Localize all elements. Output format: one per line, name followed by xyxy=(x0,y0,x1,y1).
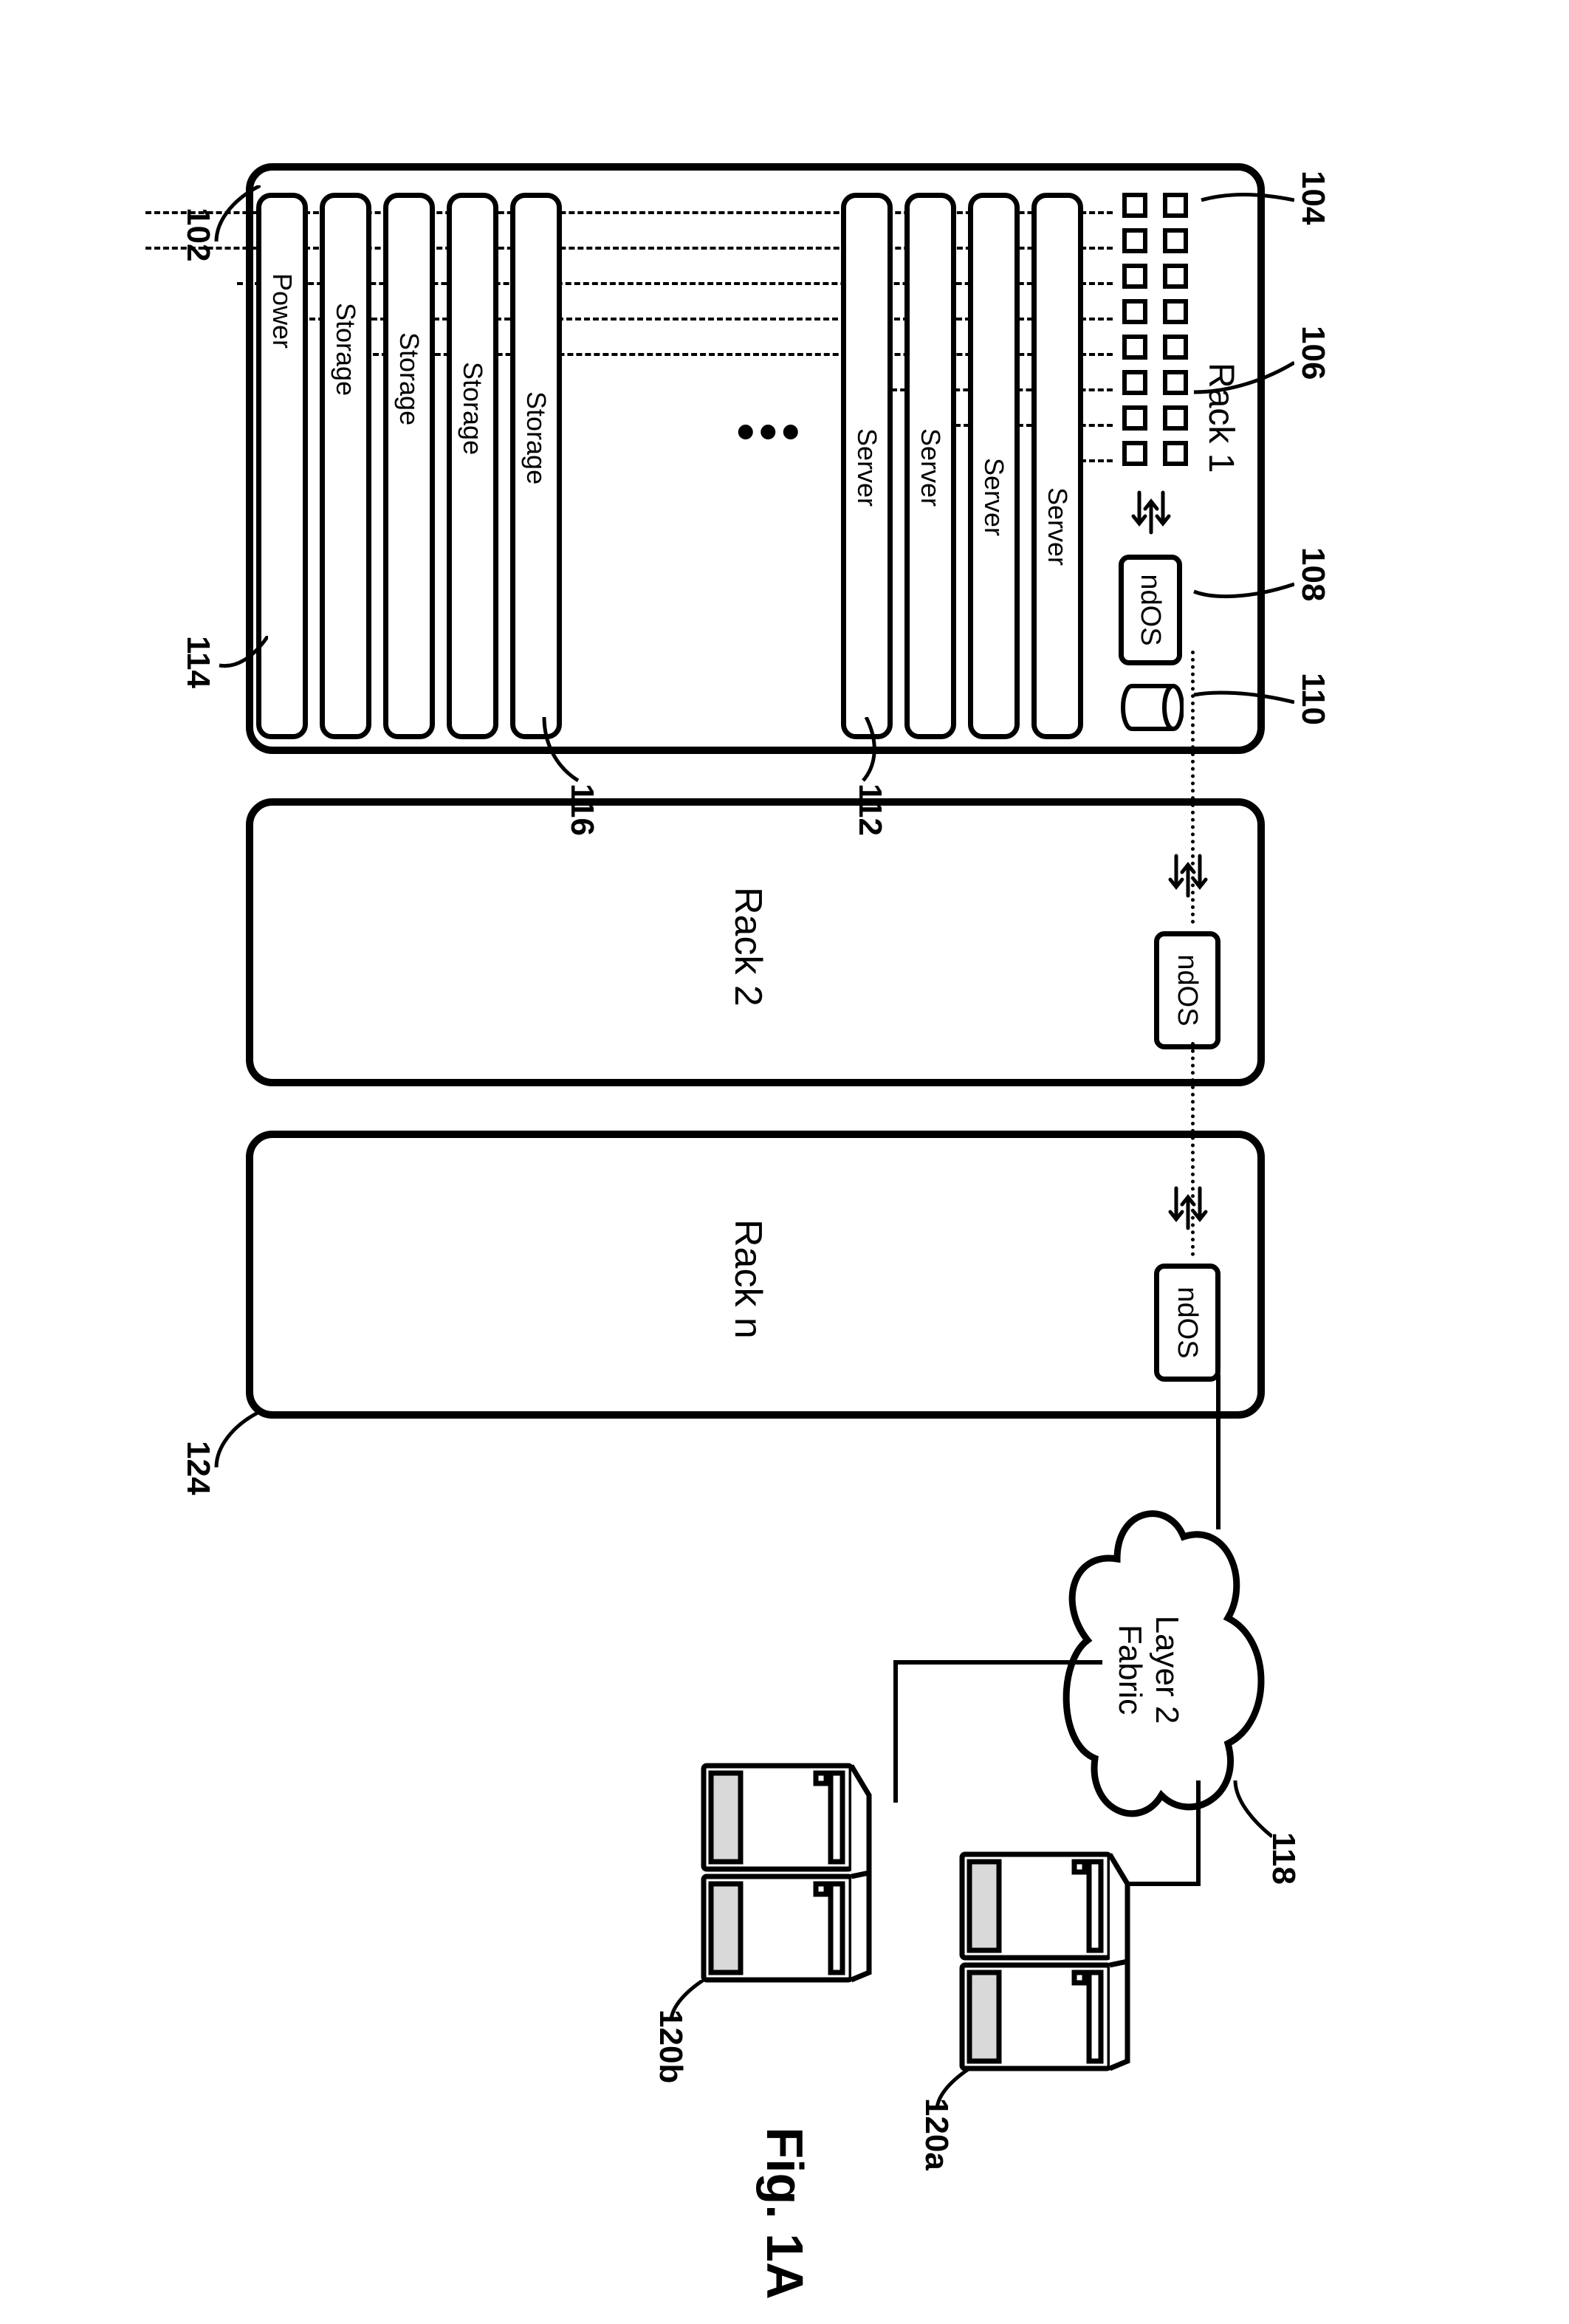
slot-label: Server xyxy=(915,428,946,507)
port xyxy=(1122,441,1147,466)
callout-112: 112 xyxy=(851,784,888,836)
server-slot: Server xyxy=(968,193,1020,739)
server-pair-a xyxy=(940,1840,1132,2083)
port xyxy=(1122,299,1147,324)
lead-108 xyxy=(1191,577,1294,606)
rack-n-title: Rack n xyxy=(726,1219,770,1339)
port xyxy=(1122,405,1147,431)
lead-124 xyxy=(209,1411,261,1470)
lead-116 xyxy=(537,717,581,784)
port xyxy=(1163,299,1188,324)
lead-114 xyxy=(216,636,268,680)
callout-108: 108 xyxy=(1294,547,1331,601)
ndos-label: ndOS xyxy=(1171,954,1203,1026)
dash-conn xyxy=(1080,459,1113,462)
server-slot: Server xyxy=(841,193,893,739)
rack1-ports xyxy=(1114,193,1188,469)
callout-118: 118 xyxy=(1265,1832,1302,1885)
cloud-label: Layer 2 Fabric xyxy=(1111,1566,1185,1773)
rackn-ndos: ndOS xyxy=(1154,1264,1220,1382)
callout-110: 110 xyxy=(1294,673,1331,725)
rack-1: Rack 1 xyxy=(246,163,1265,754)
rack1-ndos: ndOS xyxy=(1119,555,1182,665)
db-icon xyxy=(1120,683,1184,732)
rack1-switch-row: ndOS xyxy=(1105,193,1194,739)
port xyxy=(1163,441,1188,466)
ndos-label: ndOS xyxy=(1171,1286,1203,1358)
storage-slot: Storage xyxy=(383,193,435,739)
server-pair-b xyxy=(681,1751,873,1995)
port xyxy=(1163,405,1188,431)
lead-112 xyxy=(851,717,881,784)
port xyxy=(1163,228,1188,253)
slot-label: Server xyxy=(1042,487,1073,566)
slot-label: Storage xyxy=(330,303,361,396)
rack2-ndos: ndOS xyxy=(1154,931,1220,1049)
lead-110 xyxy=(1191,688,1294,717)
port xyxy=(1163,264,1188,289)
port xyxy=(1163,193,1188,218)
rack-2: ndOS Rack 2 xyxy=(246,798,1265,1086)
ndos-label: ndOS xyxy=(1134,574,1166,645)
port xyxy=(1122,193,1147,218)
lead-102 xyxy=(209,185,261,244)
lead-120a xyxy=(925,2068,969,2113)
callout-114: 114 xyxy=(179,636,216,688)
switch-icon xyxy=(1125,487,1176,538)
port xyxy=(1122,370,1147,395)
rack-n: ndOS Rack n xyxy=(246,1131,1265,1419)
switch-icon xyxy=(1161,850,1213,902)
port xyxy=(1122,264,1147,289)
port xyxy=(1163,335,1188,360)
lead-118 xyxy=(1228,1780,1272,1840)
callout-106: 106 xyxy=(1294,326,1331,380)
server-slot: Server xyxy=(904,193,956,739)
storage-slot: Storage xyxy=(510,193,562,739)
callout-116: 116 xyxy=(563,784,600,836)
slot-label: Server xyxy=(978,458,1009,536)
lead-106 xyxy=(1191,355,1294,400)
inter-rack-link xyxy=(1191,1042,1195,1256)
slot-label: Server xyxy=(851,428,882,507)
slot-label: Power xyxy=(267,273,298,349)
slot-label: Storage xyxy=(394,332,425,425)
storage-slot: Storage xyxy=(320,193,371,739)
switch-icon xyxy=(1161,1182,1213,1234)
rack-2-title: Rack 2 xyxy=(726,887,770,1007)
storage-slot: Storage xyxy=(447,193,498,739)
link-cloud-srvB xyxy=(866,1633,1102,1825)
slot-label: Storage xyxy=(521,391,552,484)
port xyxy=(1163,370,1188,395)
callout-104: 104 xyxy=(1294,171,1331,224)
port xyxy=(1122,228,1147,253)
lead-104 xyxy=(1198,193,1294,222)
slot-label: Storage xyxy=(457,362,488,455)
server-slot: Server xyxy=(1031,193,1083,739)
figure-caption: Fig. 1A xyxy=(755,2127,814,2299)
port xyxy=(1122,335,1147,360)
lead-120b xyxy=(659,1980,704,2024)
diagram-stage: Rack 1 xyxy=(83,119,1486,2113)
ellipsis-icon: ••• xyxy=(732,403,800,462)
